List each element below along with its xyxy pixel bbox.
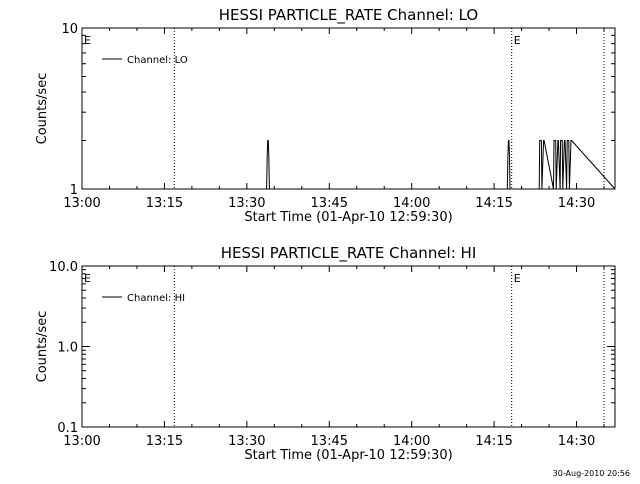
panel1-chart-title: HESSI PARTICLE_RATE Channel: LO [219,6,478,25]
panel2-legend-label: Channel: HI [127,293,185,304]
panel1-x-tick-label: 14:30 [558,196,595,211]
panel1-x-tick-label: 14:00 [393,196,430,211]
panel2-x-tick-label: 13:15 [146,434,183,449]
panel2-x-tick-label: 13:30 [228,434,265,449]
panel1-y-axis-label: Counts/sec [35,73,50,145]
panel1-x-axis-label: Start Time (01-Apr-10 12:59:30) [244,210,452,225]
panel1-time-marker-label: E [514,34,521,47]
panel1-x-tick-label: 13:45 [311,196,348,211]
panel2-left-marker: E [84,272,91,285]
panel2-y-tick-label: 10.0 [49,260,78,275]
panel1-left-marker: E [84,34,91,47]
panel1-y-tick-label: 10 [61,22,78,37]
panel2-x-tick-label: 13:00 [63,434,100,449]
panel2-x-tick-label: 14:15 [475,434,512,449]
panel2-x-tick-label: 14:30 [558,434,595,449]
panel1-x-tick-label: 13:00 [63,196,100,211]
panel1-y-tick-label: 1 [70,183,78,198]
panel1-legend-label: Channel: LO [127,55,188,66]
panel2-y-axis-label: Counts/sec [35,311,50,383]
panel2-plot-frame [81,265,616,428]
panel2-x-tick-label: 13:45 [311,434,348,449]
panel1-x-tick-label: 14:15 [475,196,512,211]
panel1-series-line [82,140,616,190]
panel2-y-tick-label: 0.1 [57,421,78,436]
panel2-time-marker-label: E [514,272,521,285]
panel2-x-axis-label: Start Time (01-Apr-10 12:59:30) [244,448,452,463]
panel1-plot-frame [81,27,616,190]
plot-timestamp: 30-Aug-2010 20:56 [552,469,630,478]
panel1-x-tick-label: 13:30 [228,196,265,211]
panel1-x-tick-label: 13:15 [146,196,183,211]
panel2-chart-title: HESSI PARTICLE_RATE Channel: HI [221,244,477,263]
panel2-x-tick-label: 14:00 [393,434,430,449]
panel2-y-tick-label: 1.0 [57,341,78,356]
